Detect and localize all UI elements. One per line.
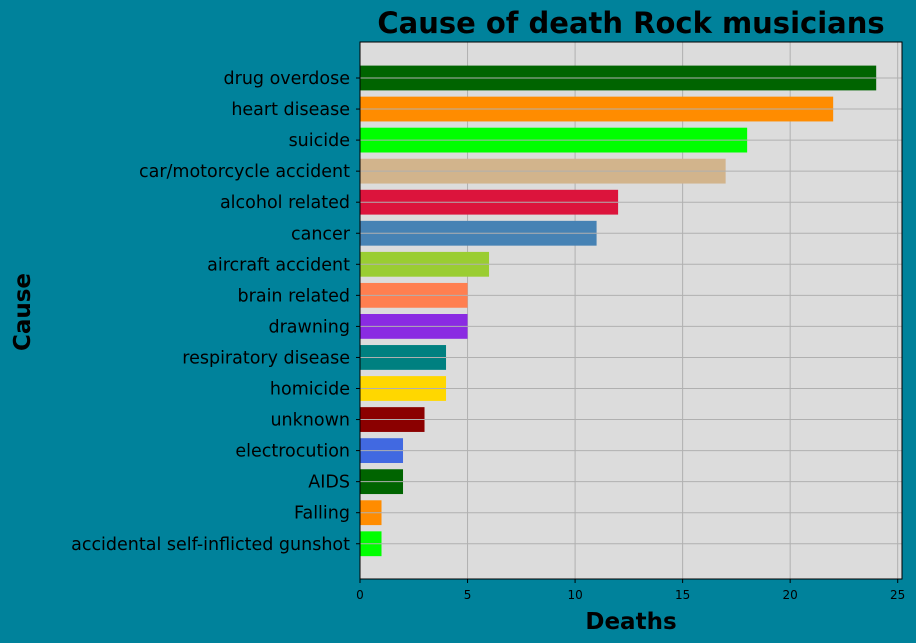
y-tick-label: car/motorcycle accident (139, 162, 350, 182)
y-tick-label: cancer (291, 224, 351, 244)
y-tick-label: brain related (238, 286, 350, 306)
y-tick-label: aircraft accident (207, 255, 350, 275)
y-tick-label: homicide (270, 380, 350, 400)
x-tick-label: 15 (675, 588, 690, 602)
y-tick-label: electrocution (235, 442, 350, 462)
y-tick-label: alcohol related (220, 193, 350, 213)
x-tick-label: 25 (890, 588, 905, 602)
y-axis-label: Cause (10, 273, 36, 351)
y-tick-label: respiratory disease (182, 348, 350, 368)
y-tick-label: Falling (294, 504, 350, 524)
x-axis-label: Deaths (585, 609, 676, 635)
y-tick-label: drawning (269, 317, 351, 337)
bars (360, 65, 877, 557)
plot-area (360, 42, 902, 579)
chart-title: Cause of death Rock musicians (377, 6, 884, 40)
y-tick-label: suicide (289, 131, 350, 151)
y-tick-label: unknown (270, 411, 350, 431)
x-tick-label: 10 (567, 588, 582, 602)
x-tick-label: 5 (464, 588, 472, 602)
y-tick-label: accidental self-inflicted gunshot (71, 535, 350, 555)
plot-frame (359, 41, 903, 580)
x-tick-label: 0 (356, 588, 364, 602)
y-tick-label: heart disease (231, 100, 350, 120)
x-tick-labels: 0 5 10 15 20 25 (356, 579, 905, 602)
y-tick-labels: drug overdose heart disease suicide car/mot… (71, 69, 360, 555)
x-tick-label: 20 (783, 588, 798, 602)
y-tick-label: drug overdose (224, 69, 350, 89)
y-tick-label: AIDS (308, 473, 350, 493)
